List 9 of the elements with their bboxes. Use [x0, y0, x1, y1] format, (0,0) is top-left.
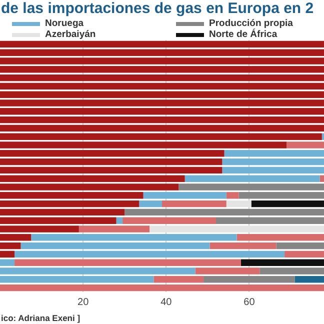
- chart-title: de las importaciones de gas en Europa en 2: [0, 0, 315, 18]
- x-tick-label: 20: [78, 296, 90, 308]
- text: ico: Adriana Exeni ]: [0, 312, 82, 324]
- legend-label: Noruega: [45, 18, 84, 29]
- x-tick-label: 40: [160, 296, 172, 308]
- legend-label: Producción propia: [209, 18, 293, 29]
- legend-label: Norte de África: [209, 29, 278, 40]
- x-tick-label: 60: [244, 296, 256, 308]
- legend-label: Azerbaiyán: [45, 29, 96, 40]
